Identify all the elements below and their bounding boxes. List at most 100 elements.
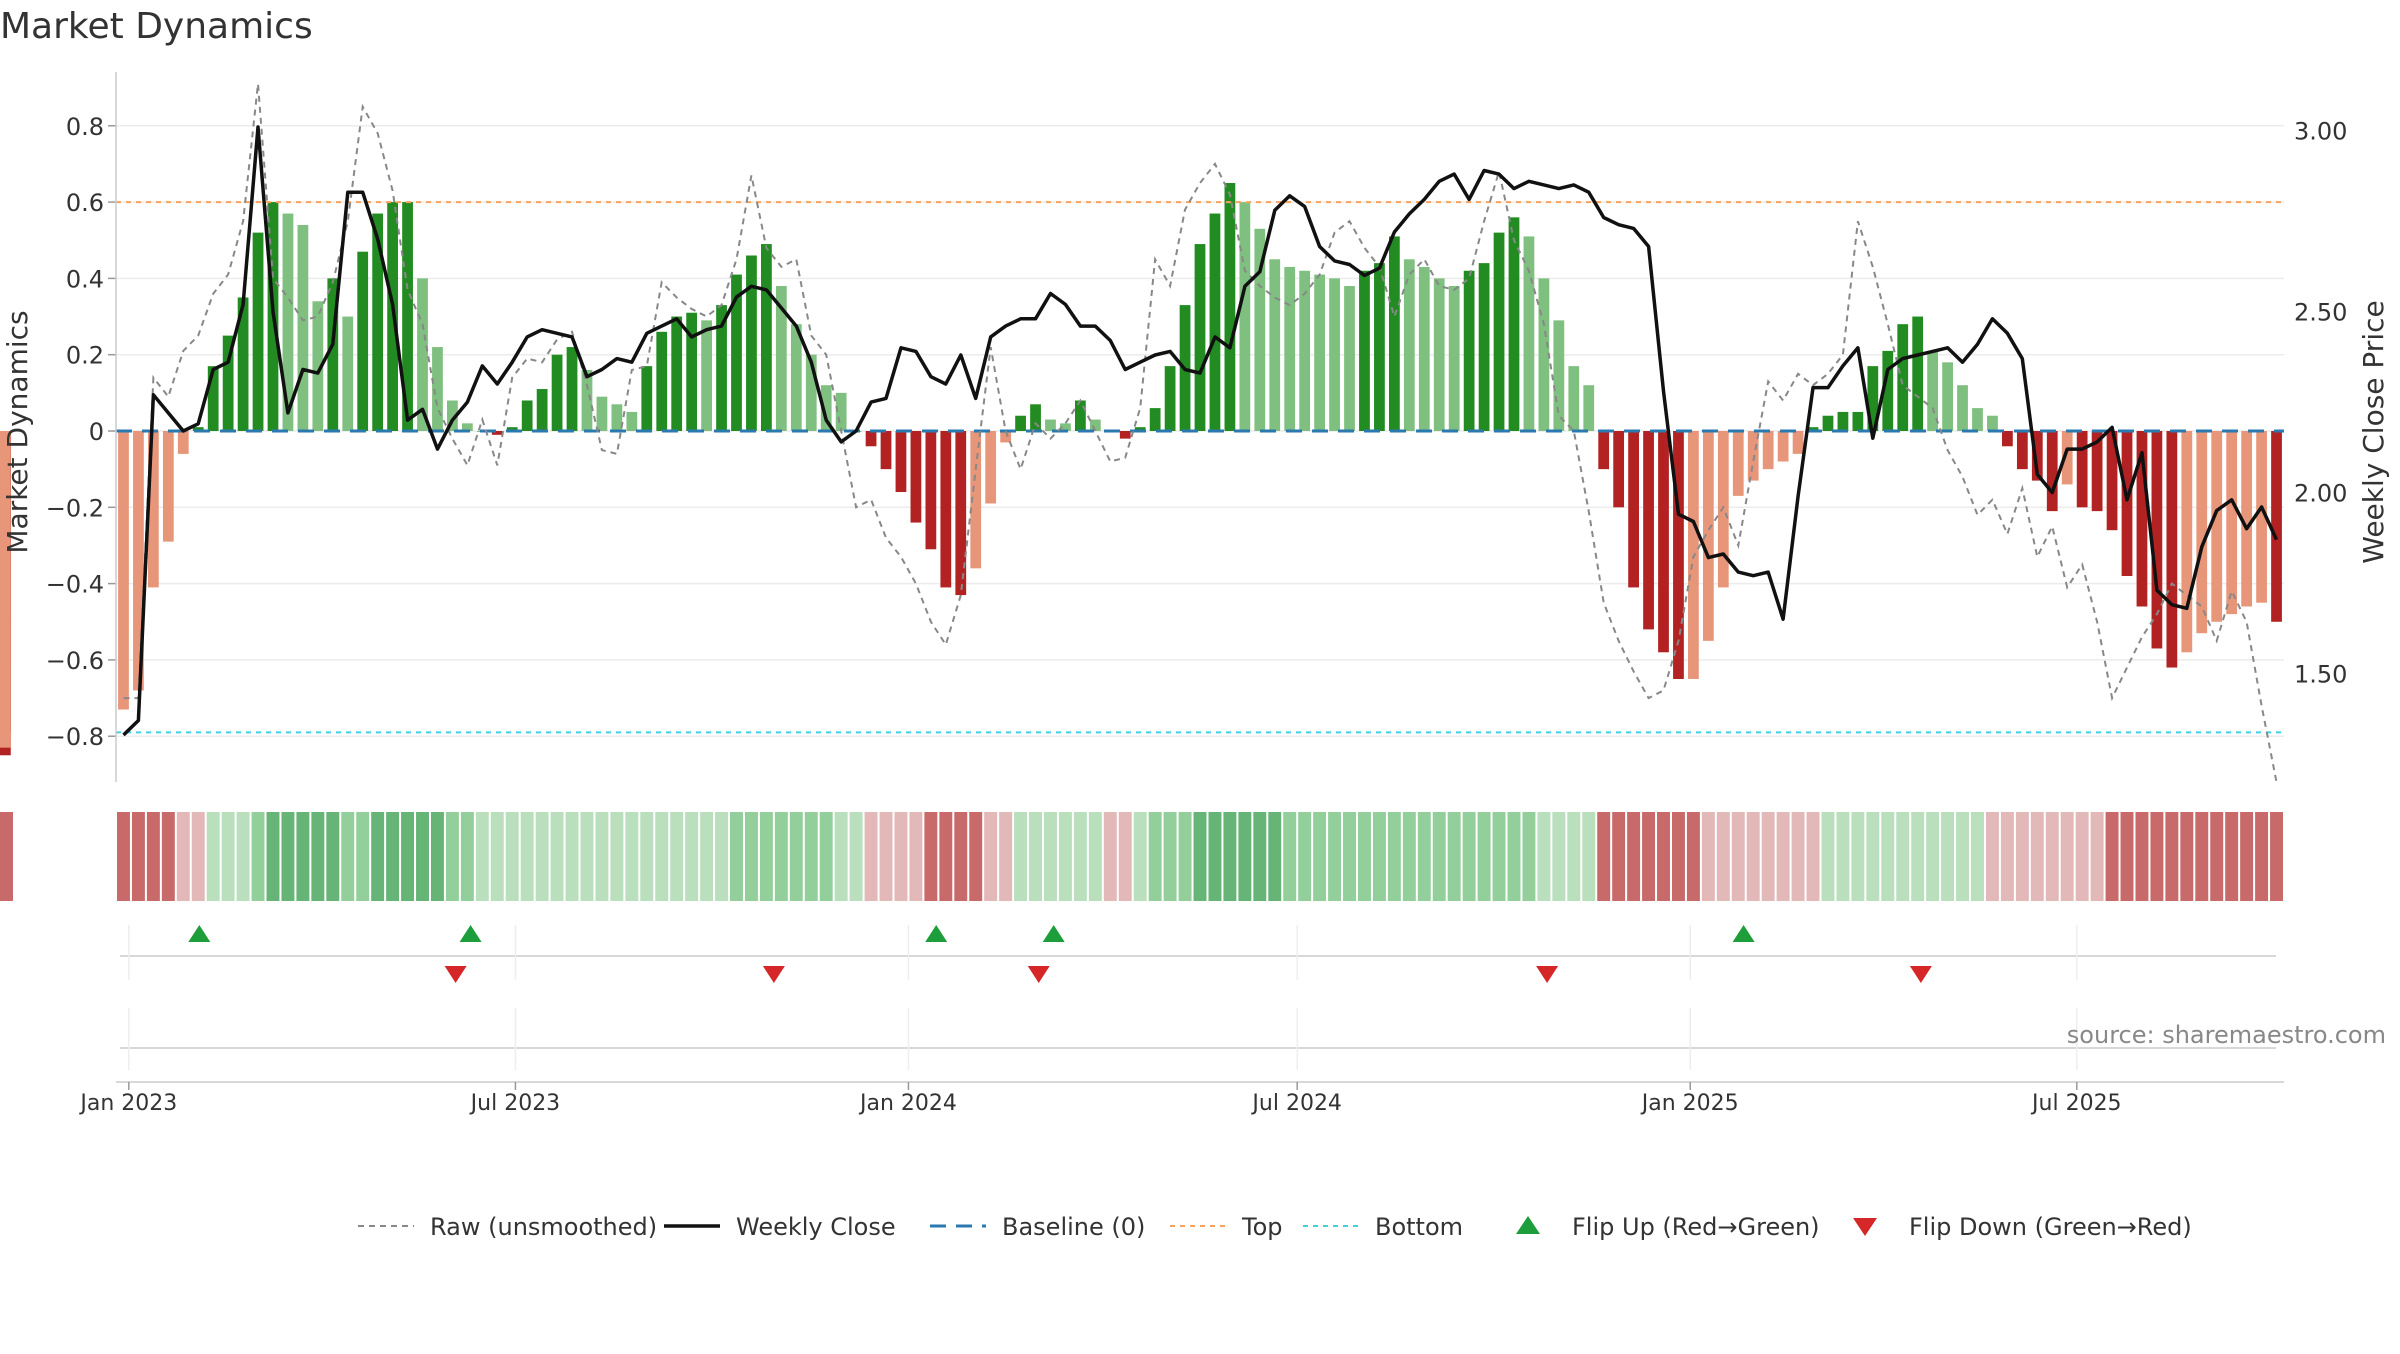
bar	[656, 331, 668, 431]
bar	[491, 431, 503, 435]
x-tick-label: Jul 2023	[469, 1091, 561, 1116]
regime-cell	[1492, 812, 1506, 901]
bar	[1388, 236, 1400, 431]
bar	[1777, 431, 1789, 462]
bar	[1015, 415, 1026, 431]
bar	[1030, 404, 1041, 431]
regime-cell	[1926, 812, 1940, 901]
regime-cell	[1462, 812, 1476, 901]
regime-cell	[1597, 812, 1611, 901]
bar	[2181, 431, 2193, 653]
bar	[1224, 183, 1236, 431]
regime-cell	[2180, 812, 2194, 901]
axes-group: 0.8 0.6 0.4 0.2 0 −0.2 −0.4 −0.6 −0.8 3.00 2.50 2.0…	[46, 72, 2347, 782]
regime-cell	[670, 812, 684, 901]
regime-cell	[296, 812, 310, 901]
bar	[955, 431, 967, 596]
regime-cell	[1387, 812, 1401, 901]
regime-cell	[1881, 812, 1895, 901]
regime-cell	[430, 812, 444, 901]
bar	[222, 335, 234, 431]
regime-cell	[1402, 812, 1416, 901]
regime-cell	[266, 812, 280, 901]
regime-cell	[550, 812, 564, 901]
bar	[1987, 415, 1998, 431]
bar	[207, 366, 219, 431]
bar	[716, 305, 727, 431]
regime-cell	[146, 812, 160, 901]
bar	[402, 202, 413, 431]
regime-cell	[1058, 812, 1072, 901]
bar	[1269, 259, 1281, 431]
regime-cell	[520, 812, 534, 901]
regime-cell	[176, 812, 190, 901]
legend-item: Flip Down (Green→Red)	[1853, 1213, 2192, 1241]
regime-cell	[2165, 812, 2179, 901]
bar	[761, 244, 772, 431]
regime-cell	[565, 812, 579, 901]
regime-cell	[2270, 812, 2283, 901]
bar	[162, 431, 174, 542]
bar	[372, 213, 384, 431]
bar	[1060, 423, 1071, 431]
bar	[970, 431, 982, 569]
regime-cell	[386, 812, 400, 901]
bar	[2106, 431, 2118, 531]
bar	[133, 431, 144, 691]
bar	[1448, 286, 1460, 431]
regime-cell	[1447, 812, 1461, 901]
regime-cell	[804, 812, 818, 901]
regime-cell	[1851, 812, 1865, 901]
regime-cell	[909, 812, 923, 901]
bar	[1807, 427, 1819, 431]
flip-up-marker	[1042, 925, 1065, 942]
regime-cell	[326, 812, 340, 901]
bar	[192, 427, 204, 431]
bar	[895, 431, 907, 493]
regime-cell	[1029, 812, 1043, 901]
bar	[746, 255, 757, 431]
bar	[880, 431, 892, 470]
y-tick-label-left: −0.8	[46, 723, 104, 751]
bar	[342, 316, 354, 431]
weekly-close-line	[122, 125, 2279, 737]
regime-cell	[236, 812, 250, 901]
bar	[2241, 431, 2253, 607]
bar	[282, 213, 294, 431]
regime-cell	[1791, 812, 1805, 901]
bar	[985, 431, 997, 504]
bar	[1239, 202, 1251, 431]
bar	[1254, 228, 1266, 431]
regime-cell	[1941, 812, 1955, 901]
regime-cell	[2030, 812, 2044, 901]
regime-cell	[1417, 812, 1431, 901]
bar	[2166, 431, 2178, 668]
regime-cell	[1238, 812, 1252, 901]
bar	[1089, 419, 1101, 431]
bar	[1433, 278, 1445, 431]
x-axis: Jan 2023 Jul 2023 Jan 2024 Jul 2024 Jan 2025…	[78, 925, 2284, 1116]
regime-cell	[610, 812, 624, 901]
bar	[118, 431, 129, 710]
regime-cell	[0, 812, 13, 901]
bar	[312, 301, 324, 431]
flip-up-marker	[925, 925, 948, 942]
y-tick-label-left: 0.6	[66, 189, 104, 217]
legend-item: Flip Up (Red→Green)	[1516, 1213, 1820, 1241]
legend-label: Baseline (0)	[1002, 1213, 1145, 1241]
regime-cell	[1671, 812, 1685, 901]
regime-cell	[535, 812, 549, 901]
regime-cell	[1985, 812, 1999, 901]
bar	[0, 431, 11, 748]
bar	[626, 411, 638, 431]
bar	[1478, 263, 1490, 431]
regime-cell	[700, 812, 714, 901]
bar	[1164, 366, 1176, 431]
regime-cell	[356, 812, 370, 901]
bar	[536, 389, 548, 431]
legend: Raw (unsmoothed) Weekly Close Baseline (0)…	[358, 1213, 2192, 1241]
regime-cell	[580, 812, 594, 901]
regime-cell	[161, 812, 175, 901]
y-tick-label-left: 0	[89, 418, 104, 446]
